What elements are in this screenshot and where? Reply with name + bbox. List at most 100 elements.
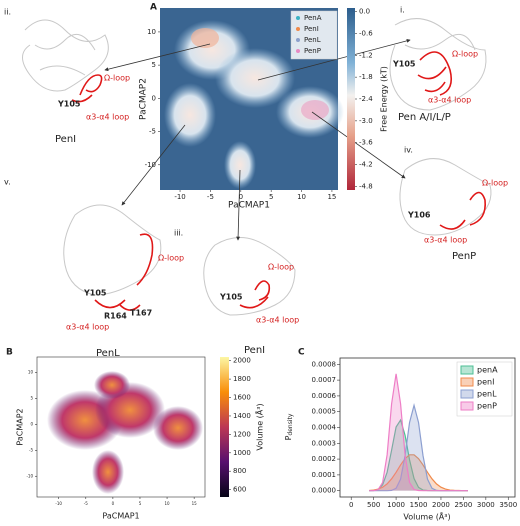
legend-label: PenA (304, 14, 322, 22)
colorbar-tick-label: -0.6 (359, 29, 373, 37)
y-tick-label: 0.0006 (312, 392, 337, 400)
colorbar-tick-label: 1400 (233, 412, 251, 420)
y-tick-label: -10 (145, 161, 156, 169)
x-tick-label: 0 (239, 193, 243, 201)
x-tick-label: 10 (297, 193, 306, 201)
colorbar (220, 357, 229, 497)
x-tick-label: 1500 (410, 501, 428, 509)
x-tick-label: 10 (165, 501, 171, 506)
y-tick-label: 0 (152, 94, 156, 102)
panel-label: B (6, 348, 13, 358)
x-tick-label: -10 (174, 193, 185, 201)
structure-label: Y105 (57, 100, 81, 109)
y-tick-label: 5 (30, 395, 33, 400)
y-tick-label: -5 (149, 128, 156, 136)
structure-label: Ω-loop (482, 179, 508, 188)
legend-label: penP (477, 402, 497, 411)
structure-id: iv. (404, 146, 413, 155)
x-tick-label: 1000 (387, 501, 405, 509)
colorbar-tick-label: 1200 (233, 430, 251, 438)
x-tick-label: 2000 (432, 501, 450, 509)
x-tick-label: 5 (269, 193, 273, 201)
legend-label: PenI (304, 25, 319, 33)
x-tick-label: 5 (139, 501, 142, 506)
structure-id: v. (4, 178, 11, 187)
legend-label: penL (477, 390, 497, 399)
y-tick-label: 0.0002 (312, 455, 337, 463)
panel-label: A (150, 3, 157, 13)
arrow (257, 38, 411, 81)
y-tick-label: 10 (28, 370, 34, 375)
structure-title: Pen A/I/L/P (398, 112, 451, 123)
legend-box (456, 361, 513, 417)
x-tick-label: 0 (349, 501, 353, 509)
structure-label: α3-α4 loop (66, 323, 109, 332)
x-tick-label: -5 (207, 193, 214, 201)
structure-id: iii. (174, 229, 183, 238)
structure-label: α3-α4 loop (424, 236, 467, 245)
x-tick-label: 2500 (454, 501, 472, 509)
colorbar (347, 8, 355, 190)
y-tick-label: 0.0005 (312, 408, 337, 416)
plot-frame (36, 356, 206, 498)
structure-label: Ω-loop (158, 254, 184, 263)
legend-swatch (460, 365, 474, 375)
x-axis-label: PaCMAP1 (228, 201, 270, 211)
legend-label: PenL (304, 36, 321, 44)
structure-v (63, 204, 162, 311)
colorbar-tick-label: 2000 (233, 357, 251, 365)
structure-iii (203, 237, 296, 316)
structure-label: R164 (104, 312, 127, 321)
structure-title: PenI (244, 345, 265, 356)
x-tick-label: 3000 (477, 501, 495, 509)
structure-id: ii. (4, 8, 11, 17)
structure-ii (22, 19, 109, 103)
structure-label: T167 (130, 309, 152, 318)
y-tick-label: 0.0007 (312, 376, 337, 384)
y-axis-label: PaCMAP2 (16, 408, 25, 445)
colorbar-label: Free Energy (kT) (380, 66, 389, 132)
y-tick-label: 0.0004 (312, 424, 337, 432)
legend-marker (296, 27, 300, 31)
colorbar-tick-label: -4.8 (359, 182, 373, 190)
colorbar-tick-label: -1.8 (359, 73, 373, 81)
arrow (121, 124, 186, 206)
y-tick-label: -5 (29, 447, 33, 452)
legend-marker (296, 49, 300, 53)
structure-label: Y105 (392, 60, 416, 69)
structure-label: α3-α4 loop (428, 96, 471, 105)
y-tick-label: 5 (152, 61, 156, 69)
structure-label: Y105 (219, 293, 243, 302)
structure-label: α3-α4 loop (256, 316, 299, 325)
structure-label: Ω-loop (268, 263, 294, 272)
panel-label: C (298, 348, 305, 358)
y-axis-label-main: P (284, 435, 293, 440)
y-axis-label: Pdensity (284, 413, 294, 440)
structure-label: Y105 (83, 289, 107, 298)
structure-title: PenP (452, 251, 476, 262)
legend-swatch (460, 389, 474, 399)
y-tick-label: 0 (30, 421, 33, 426)
arrow (236, 169, 241, 241)
y-tick-label: 10 (147, 28, 156, 36)
legend-marker (296, 16, 300, 20)
legend-label: PenP (304, 47, 321, 55)
x-tick-label: -5 (84, 501, 88, 506)
colorbar-tick-label: 1800 (233, 375, 251, 383)
colorbar-tick-label: -3.6 (359, 139, 373, 147)
legend-label: penA (477, 366, 498, 375)
colorbar-tick-label: -1.2 (359, 51, 373, 59)
y-tick-label: -10 (26, 473, 33, 478)
x-tick-label: -10 (55, 501, 62, 506)
structure-title: PenL (96, 348, 120, 359)
colorbar-tick-label: -2.4 (359, 95, 373, 103)
x-tick-label: 15 (192, 501, 198, 506)
legend-swatch (460, 401, 474, 411)
x-axis-label: Volume (Å³) (403, 511, 450, 522)
structure-i (389, 18, 487, 111)
y-tick-label: 0.0003 (312, 439, 337, 447)
colorbar-tick-label: 0.0 (359, 8, 370, 16)
structure-title: PenI (55, 134, 76, 145)
colorbar-label: Volume (Å³) (254, 403, 265, 450)
legend-marker (296, 38, 300, 42)
